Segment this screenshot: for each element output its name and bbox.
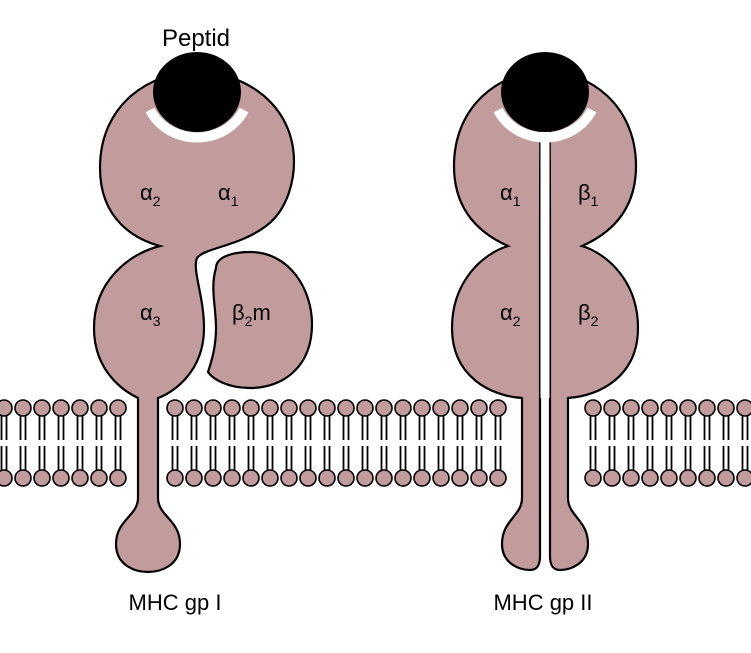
peptide-mhc1 xyxy=(153,52,241,132)
mhc1-label: MHC gp I xyxy=(129,590,222,615)
mhc2-label: MHC gp II xyxy=(493,590,592,615)
peptide-mhc2 xyxy=(501,52,589,132)
title-peptid: Peptid xyxy=(162,25,230,52)
